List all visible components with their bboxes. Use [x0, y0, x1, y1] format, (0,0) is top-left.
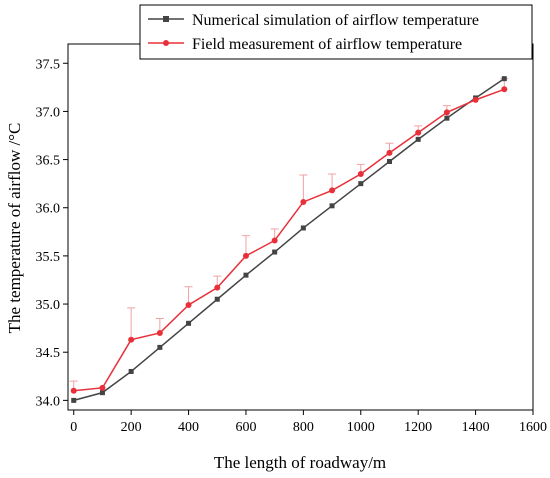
data-point-measurement: [99, 384, 106, 391]
data-point-simulation: [444, 115, 450, 121]
data-point-simulation: [99, 390, 105, 396]
x-tick-label: 800: [293, 420, 314, 435]
data-point-measurement: [357, 171, 364, 178]
data-point-measurement: [300, 198, 307, 205]
x-tick-label: 1400: [462, 420, 490, 435]
data-point-simulation: [214, 296, 220, 302]
data-point-measurement: [70, 387, 77, 394]
x-tick-label: 200: [121, 420, 142, 435]
x-tick-label: 1000: [347, 420, 375, 435]
x-tick-label: 400: [178, 420, 199, 435]
y-tick-label: 35.0: [36, 298, 61, 313]
data-point-simulation: [272, 249, 278, 255]
y-tick-label: 37.5: [36, 57, 61, 72]
legend-marker-simulation: [163, 16, 169, 22]
legend-box: [139, 4, 533, 60]
x-tick-label: 1600: [519, 420, 547, 435]
data-point-measurement: [386, 149, 393, 156]
data-point-simulation: [71, 397, 77, 403]
data-point-measurement: [415, 129, 422, 136]
data-point-measurement: [443, 109, 450, 116]
data-point-simulation: [329, 203, 335, 209]
legend-marker-measurement: [163, 40, 169, 46]
data-point-simulation: [300, 225, 306, 231]
legend-label-measurement: Field measurement of airflow temperature: [192, 36, 462, 53]
data-point-measurement: [472, 96, 479, 103]
data-point-simulation: [128, 368, 134, 374]
data-point-measurement: [501, 86, 508, 93]
data-point-measurement: [185, 302, 192, 309]
x-tick-label: 0: [70, 420, 77, 435]
series-line-1: [73, 88, 505, 392]
data-point-simulation: [501, 76, 507, 82]
legend: Numerical simulation of airflow temperat…: [139, 4, 533, 60]
y-axis: 34.0 34.5 35.0 35.5 36.0 36.5 37.0 37.5: [36, 57, 68, 409]
data-point-simulation: [358, 181, 364, 187]
data-point-simulation: [157, 344, 163, 350]
y-tick-label: 36.5: [36, 154, 61, 169]
data-point-measurement: [214, 284, 221, 291]
x-tick-label: 1200: [404, 420, 432, 435]
data-point-simulation: [186, 320, 192, 326]
series-line-0: [73, 78, 505, 402]
x-axis: 0 200 400 600 800 1000 1200 1400 1600: [70, 410, 547, 435]
data-point-measurement: [156, 329, 163, 336]
y-tick-label: 35.5: [36, 250, 61, 265]
series-layer: [70, 76, 508, 403]
y-tick-label: 34.5: [36, 346, 61, 361]
data-point-simulation: [243, 272, 249, 278]
y-axis-title: The temperature of airflow /°C: [5, 123, 24, 334]
data-point-simulation: [386, 159, 392, 165]
y-tick-label: 37.0: [36, 105, 61, 120]
data-point-measurement: [242, 252, 249, 259]
y-tick-label: 36.0: [36, 202, 61, 217]
x-axis-title: The length of roadway/m: [214, 453, 386, 472]
data-point-measurement: [128, 336, 135, 343]
x-tick-label: 600: [235, 420, 256, 435]
y-tick-label: 34.0: [36, 394, 61, 409]
data-point-measurement: [271, 237, 278, 244]
legend-label-simulation: Numerical simulation of airflow temperat…: [192, 12, 479, 29]
data-point-measurement: [329, 187, 336, 194]
data-point-simulation: [415, 136, 421, 142]
